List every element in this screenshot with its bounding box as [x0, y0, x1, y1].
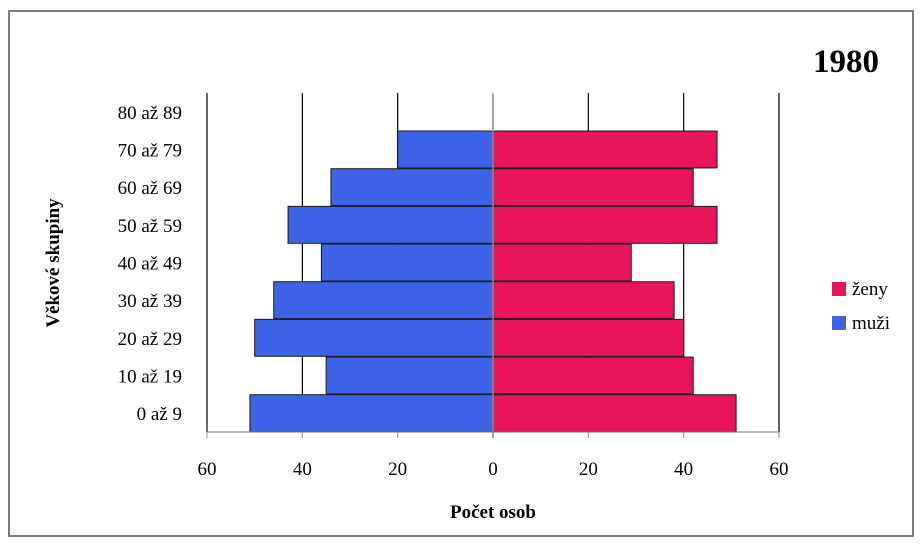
x-tick-label: 60 [198, 459, 217, 480]
chart-title: 1980 [813, 44, 879, 80]
x-axis-title: Počet osob [450, 502, 536, 523]
legend-label: muži [852, 313, 890, 334]
y-tick-label: 70 až 79 [118, 141, 182, 162]
bar-muzi [249, 394, 494, 433]
x-tick-label: 40 [674, 459, 693, 480]
bar-muzi [397, 130, 494, 169]
bar-zeny [492, 168, 694, 207]
y-tick-labels: 0 až 9 10 až 19 20 až 29 30 až 39 40 až 49 50… [118, 103, 182, 425]
y-tick-label: 50 až 59 [118, 216, 182, 237]
bar-zeny [492, 318, 685, 357]
bar-zeny [492, 205, 718, 244]
bar-zeny [492, 356, 694, 395]
bars [249, 130, 737, 433]
y-tick-label: 0 až 9 [137, 404, 182, 425]
x-tick-label: 0 [488, 459, 498, 480]
x-tick-label: 20 [388, 459, 407, 480]
x-tick-label: 60 [770, 459, 789, 480]
bar-muzi [273, 281, 494, 320]
bar-zeny [492, 281, 675, 320]
legend: ženy muži [832, 279, 890, 334]
y-tick-label: 10 až 19 [118, 367, 182, 388]
bar-zeny [492, 243, 632, 282]
x-tick-label: 20 [579, 459, 598, 480]
bar-muzi [287, 205, 494, 244]
x-tick-label: 40 [293, 459, 312, 480]
y-tick-label: 40 až 49 [118, 254, 182, 275]
y-tick-label: 80 až 89 [118, 103, 182, 124]
y-tick-label: 60 až 69 [118, 178, 182, 199]
x-tick-labels: 60 40 20 0 20 40 60 [198, 432, 789, 480]
bar-muzi [254, 318, 494, 357]
bar-muzi [325, 356, 494, 395]
bar-zeny [492, 130, 718, 169]
y-tick-label: 30 až 39 [118, 291, 182, 312]
legend-swatch [832, 316, 846, 330]
bar-zeny [492, 394, 737, 433]
y-tick-label: 20 až 29 [118, 329, 182, 350]
bar-muzi [330, 168, 494, 207]
legend-swatch [832, 282, 846, 296]
legend-label: ženy [852, 279, 888, 300]
bar-muzi [320, 243, 494, 282]
y-axis-title: Věkové skupiny [43, 198, 64, 328]
